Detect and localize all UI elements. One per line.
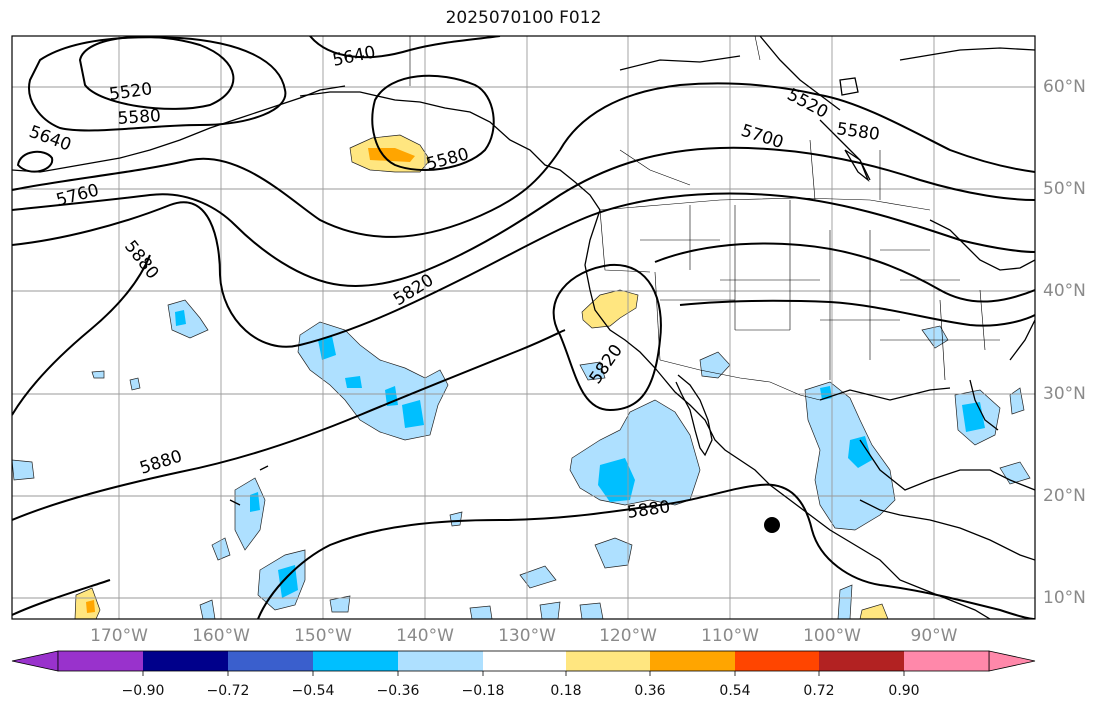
map-title: 2025070100 F012 <box>445 8 602 28</box>
lat-label: 10°N <box>1043 588 1086 608</box>
colorbar-tick-label: −0.36 <box>376 683 420 699</box>
coastlines <box>12 36 1035 619</box>
lon-label: 120°W <box>599 626 657 646</box>
height-contours <box>12 36 1035 619</box>
lon-label: 150°W <box>294 626 352 646</box>
colorbar-tick-label: 0.18 <box>550 683 582 699</box>
colorbar-segment <box>398 651 483 671</box>
colorbar-segment <box>483 651 566 671</box>
lat-label: 40°N <box>1043 281 1086 301</box>
colorbar-tick-label: 0.54 <box>719 683 751 699</box>
lon-label: 100°W <box>803 626 861 646</box>
colorbar-segment <box>819 651 904 671</box>
lat-label: 30°N <box>1043 384 1086 404</box>
lon-label: 140°W <box>396 626 454 646</box>
lon-label: 170°W <box>90 626 148 646</box>
colorbar-segment <box>143 651 228 671</box>
lat-label: 50°N <box>1043 179 1086 199</box>
colorbar-segment <box>904 651 989 671</box>
contour-label: 5580 <box>117 106 162 129</box>
shading-strong-negative <box>175 310 985 598</box>
map-frame <box>11 35 1036 620</box>
lon-label: 110°W <box>701 626 759 646</box>
lon-label: 90°W <box>910 626 958 646</box>
map-area: 5640 5520 5580 5640 5760 5880 5580 5820 … <box>12 36 1035 619</box>
colorbar-segment <box>58 651 143 671</box>
colorbar-segment <box>650 651 735 671</box>
lat-label: 60°N <box>1043 77 1086 97</box>
location-marker <box>764 517 780 533</box>
colorbar-extend-high <box>988 650 1036 672</box>
colorbar-tick-label: −0.18 <box>461 683 505 699</box>
colorbar-extend-low <box>11 650 59 672</box>
colorbar-tick-label: 0.72 <box>803 683 835 699</box>
colorbar <box>11 650 1036 676</box>
colorbar-segment <box>566 651 650 671</box>
colorbar-tick-label: 0.36 <box>634 683 666 699</box>
colorbar-segment <box>735 651 819 671</box>
lon-label: 160°W <box>192 626 250 646</box>
lon-label: 130°W <box>498 626 556 646</box>
colorbar-tick-label: −0.54 <box>291 683 335 699</box>
lat-label: 20°N <box>1043 486 1086 506</box>
colorbar-segment <box>313 651 398 671</box>
colorbar-tick-label: −0.90 <box>121 683 165 699</box>
colorbar-tick-label: 0.90 <box>888 683 920 699</box>
colorbar-tick-label: −0.72 <box>206 683 250 699</box>
colorbar-segment <box>228 651 313 671</box>
